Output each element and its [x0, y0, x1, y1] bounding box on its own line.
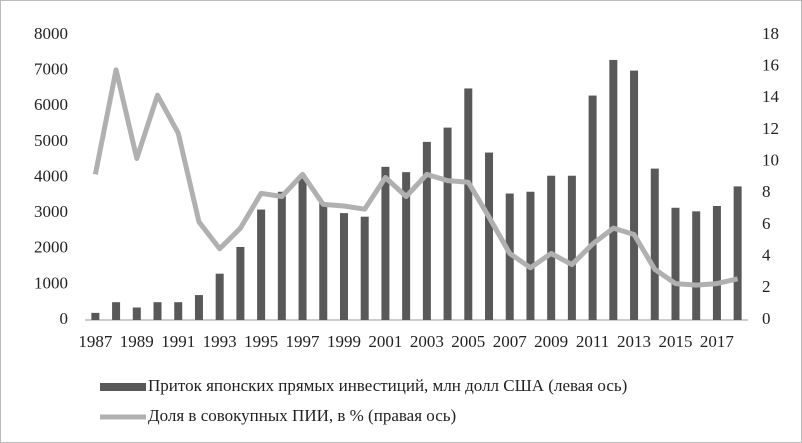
y-tick-label: 3000 — [34, 202, 68, 221]
y-tick-label: 5000 — [34, 131, 68, 150]
bar — [215, 273, 224, 320]
bar — [153, 302, 162, 320]
bar — [712, 206, 721, 320]
x-tick-label: 2015 — [658, 332, 692, 351]
bar — [630, 70, 639, 320]
x-tick-label: 1989 — [120, 332, 154, 351]
y2-tick-label: 0 — [762, 309, 771, 328]
bar — [132, 307, 141, 320]
y-tick-label: 0 — [60, 309, 69, 328]
bar — [402, 172, 411, 320]
x-tick-label: 2007 — [493, 332, 528, 351]
y-tick-label: 7000 — [34, 60, 68, 79]
y2-tick-label: 14 — [762, 87, 780, 106]
bar — [277, 191, 286, 320]
bar — [339, 213, 348, 320]
bar — [381, 166, 390, 320]
x-tick-label: 1993 — [203, 332, 237, 351]
x-tick-label: 2017 — [700, 332, 735, 351]
x-tick-label: 1995 — [244, 332, 278, 351]
bar — [485, 152, 494, 320]
bar — [443, 127, 452, 320]
bar — [464, 88, 473, 320]
y2-tick-label: 4 — [762, 246, 771, 265]
y2-tick-label: 2 — [762, 277, 771, 296]
bar — [547, 175, 556, 320]
bar — [526, 191, 535, 320]
bar — [194, 295, 203, 320]
y-tick-label: 8000 — [34, 24, 68, 43]
x-tick-label: 1991 — [161, 332, 195, 351]
y2-tick-label: 6 — [762, 214, 771, 233]
bar — [174, 302, 183, 320]
bar — [112, 302, 121, 320]
legend-label: Доля в совокупных ПИИ, в % (правая ось) — [148, 406, 456, 425]
y-tick-label: 2000 — [34, 238, 68, 257]
y2-tick-label: 18 — [762, 24, 779, 43]
bar — [650, 168, 659, 320]
bar — [298, 177, 307, 320]
bar — [257, 209, 266, 320]
y2-tick-label: 12 — [762, 119, 779, 138]
y2-tick-label: 10 — [762, 151, 779, 170]
y-tick-label: 4000 — [34, 166, 68, 185]
x-tick-label: 2009 — [534, 332, 568, 351]
bar — [609, 59, 618, 320]
x-tick-label: 2001 — [368, 332, 402, 351]
bar — [733, 186, 742, 320]
x-tick-label: 2011 — [576, 332, 609, 351]
bar — [360, 216, 369, 320]
bar — [588, 95, 597, 320]
x-tick-label: 2003 — [410, 332, 444, 351]
bar — [91, 312, 100, 320]
bar — [567, 175, 576, 320]
y2-tick-label: 8 — [762, 182, 771, 201]
x-tick-label: 1999 — [327, 332, 361, 351]
x-tick-label: 1987 — [78, 332, 113, 351]
bar — [692, 211, 701, 320]
y-tick-label: 1000 — [34, 273, 68, 292]
line — [92, 67, 739, 288]
legend-swatch — [100, 383, 146, 391]
x-tick-label: 2013 — [617, 332, 651, 351]
x-tick-label: 1997 — [286, 332, 321, 351]
bar — [422, 141, 431, 320]
legend-label: Приток японских прямых инвестиций, млн д… — [148, 376, 627, 395]
x-tick-label: 2005 — [451, 332, 485, 351]
bar — [505, 193, 514, 320]
y2-tick-label: 16 — [762, 56, 779, 75]
y-tick-label: 6000 — [34, 95, 68, 114]
bar — [319, 202, 328, 320]
bar — [671, 207, 680, 320]
bar — [236, 246, 245, 320]
